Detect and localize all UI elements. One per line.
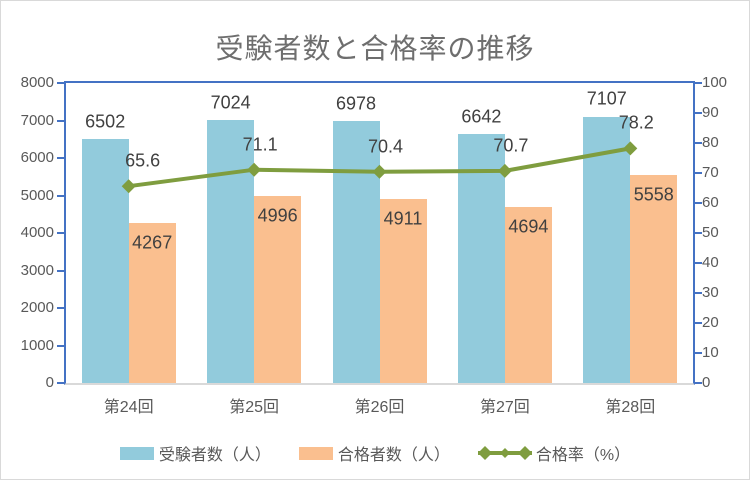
y-right-tick-label: 90	[702, 104, 719, 121]
legend-swatch-examinees	[119, 446, 154, 460]
y-right-tick-mark	[695, 202, 702, 204]
y-left-tick-mark	[57, 382, 64, 384]
legend-label-examinees: 受験者数（人）	[158, 447, 271, 464]
bar-examinees	[81, 139, 129, 383]
y-right-tick-mark	[695, 382, 702, 384]
bar-examinees	[207, 119, 255, 383]
data-label-pass-rate: 71.1	[242, 134, 278, 155]
y-right-tick-mark	[695, 232, 702, 234]
legend-label-pass-rate: 合格率（%）	[535, 447, 631, 464]
plot-area: 6502 7024 6978 6642 7107 4267 4996 4911 4694 5558…	[64, 81, 695, 385]
legend: 受験者数（人） 合格者数（人） 合格率（%）	[1, 441, 749, 465]
y-left-tick-label: 5000	[20, 186, 54, 204]
y-left-tick-label: 6000	[20, 149, 54, 166]
chart-title: 受験者数と合格率の推移	[215, 33, 535, 64]
data-label-pass-rate: 65.6	[125, 150, 161, 171]
y-left-tick-label: 4000	[20, 224, 54, 241]
data-label-examinees: 6642	[461, 106, 502, 127]
y-right-tick-label: 80	[702, 134, 719, 151]
y-right-tick-mark	[695, 142, 702, 144]
pass-rate-marker	[623, 141, 638, 156]
y-left-tick-mark	[57, 269, 64, 272]
bar-passers	[504, 206, 552, 383]
y-left-tick-label: 3000	[20, 261, 54, 279]
y-right-tick-label: 40	[702, 254, 719, 271]
y-right-tick-label: 100	[702, 74, 728, 91]
data-label-examinees: 6978	[335, 93, 377, 114]
bar-examinees	[332, 121, 380, 383]
y-left-tick-mark	[57, 119, 64, 122]
y-left-tick-mark	[57, 194, 64, 197]
y-right-tick-label: 30	[702, 284, 719, 301]
data-label-pass-rate: 70.4	[367, 136, 404, 157]
y-right-tick-label: 60	[702, 194, 719, 211]
data-label-pass-rate: 78.2	[618, 112, 654, 133]
data-label-passers: 4694	[508, 216, 549, 237]
y-right-tick-mark	[695, 112, 702, 114]
x-tick-label: 第24回	[103, 399, 154, 416]
y-left-tick-label: 7000	[20, 111, 54, 129]
y-right-tick-mark	[695, 292, 702, 294]
y-left-tick-mark	[57, 307, 64, 309]
bar-passers	[128, 223, 176, 383]
y-right-tick-label: 70	[702, 164, 719, 181]
data-label-passers: 4911	[383, 208, 423, 229]
y-right-tick-label: 10	[702, 344, 719, 361]
x-tick-label: 第26回	[354, 399, 405, 416]
data-label-passers: 5558	[633, 184, 674, 205]
y-right-tick-label: 50	[702, 224, 719, 241]
data-label-examinees: 7107	[586, 88, 627, 109]
data-labels-layer: 6502 7024 6978 6642 7107 4267 4996 4911 4694 5558…	[66, 83, 693, 383]
y-left-tick-mark	[57, 157, 64, 159]
y-left-tick-label: 0	[45, 374, 54, 391]
pass-rate-marker	[372, 164, 387, 179]
pass-rate-marker	[247, 162, 262, 177]
y-right-tick-mark	[695, 262, 702, 264]
x-tick-label: 第27回	[479, 399, 530, 416]
y-right-tick-mark	[695, 82, 702, 84]
pass-rate-marker	[497, 163, 512, 178]
data-label-examinees: 6502	[85, 111, 126, 132]
bar-passers	[379, 198, 427, 383]
data-label-passers: 4996	[257, 205, 298, 226]
y-right-tick-label: 20	[702, 314, 719, 331]
y-right-tick-mark	[695, 172, 702, 174]
legend-item-examinees: 受験者数（人）	[119, 441, 271, 465]
pass-rate-line	[121, 141, 638, 194]
legend-item-pass-rate: 合格率（%）	[477, 441, 631, 465]
y-left-tick-label: 8000	[20, 74, 54, 91]
y-left-tick-label: 2000	[20, 299, 54, 316]
bar-examinees	[457, 133, 505, 383]
data-label-pass-rate: 70.7	[493, 135, 529, 156]
data-label-examinees: 7024	[210, 92, 251, 113]
legend-label-passers: 合格者数（人）	[337, 447, 450, 464]
bar-passers	[254, 195, 302, 383]
x-tick-label: 第25回	[229, 399, 279, 416]
y-right-tick-label: 0	[702, 374, 711, 391]
y-left-tick-label: 1000	[20, 336, 54, 354]
legend-line-sample	[477, 446, 532, 460]
bar-passers	[630, 174, 678, 383]
y-left-tick-mark	[57, 232, 64, 234]
y-right-tick-mark	[695, 352, 702, 354]
y-left-tick-mark	[57, 82, 64, 84]
y-right-tick-mark	[695, 322, 702, 324]
pass-rate-marker	[121, 179, 136, 194]
y-left-tick-mark	[57, 344, 64, 347]
bar-examinees	[583, 116, 631, 383]
legend-swatch-passers	[298, 446, 333, 460]
x-tick-label: 第28回	[605, 399, 656, 416]
legend-item-passers: 合格者数（人）	[298, 441, 450, 465]
data-label-passers: 4267	[132, 232, 173, 253]
bars-layer	[66, 83, 693, 383]
